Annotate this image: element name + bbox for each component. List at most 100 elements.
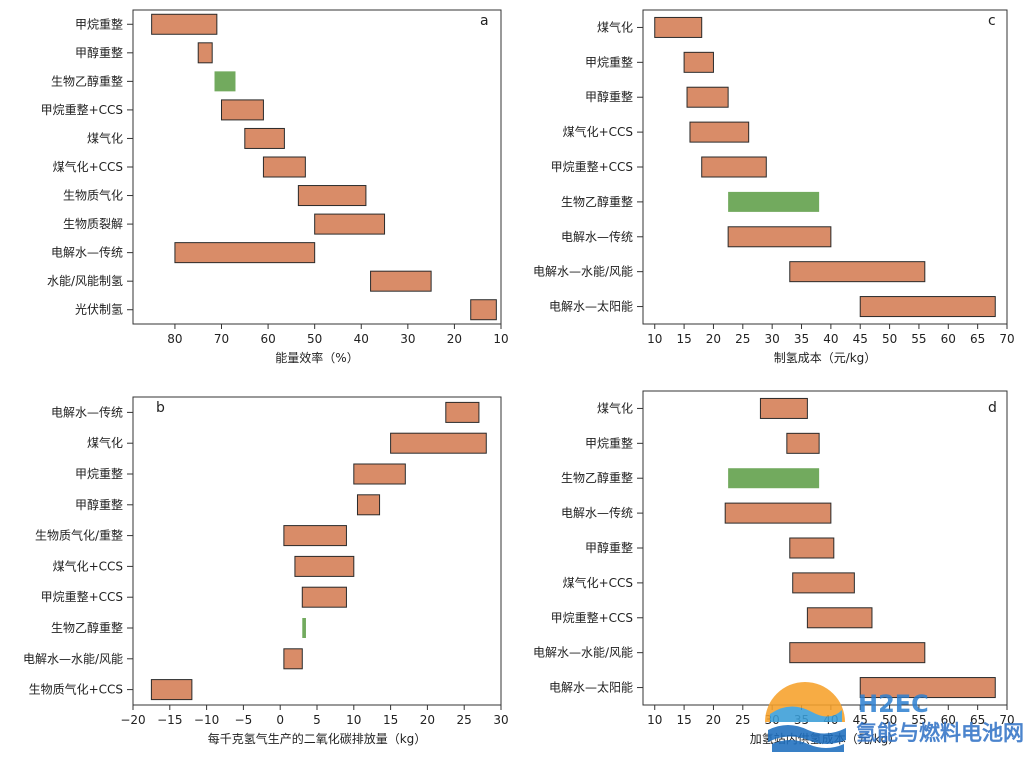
x-tick-label: 0 [276,713,284,727]
category-label: 水能/风能制氢 [47,273,123,288]
plot-frame [132,9,502,325]
bar [244,127,285,149]
category-label: 生物质气化 [63,188,123,203]
bar [470,299,497,321]
x-axis-title: 加氢站内供氢成本（元/kg） [750,731,901,746]
category-label: 生物质气化/重整 [35,528,123,543]
category-label: 煤气化+CCS [53,159,123,174]
x-tick-label: 50 [307,332,322,346]
bar [301,586,347,608]
bar [724,502,832,524]
bar [150,679,193,701]
category-label: 甲烷重整+CCS [551,159,633,174]
x-tick-label: 25 [735,332,750,346]
category-label: 甲烷重整 [75,16,123,31]
x-tick-label: 15 [676,332,691,346]
panel-letter: d [988,400,997,416]
x-tick-label: 10 [493,332,508,346]
category-label: 甲烷重整+CCS [41,102,123,117]
x-tick-label: 50 [882,713,897,727]
bar [197,42,213,64]
x-tick-label: 10 [647,332,662,346]
x-tick-label: 10 [647,713,662,727]
category-label: 电解水—太阳能 [549,680,633,695]
bar [221,99,264,121]
x-tick-label: 5 [313,713,321,727]
x-tick-label: 45 [853,332,868,346]
category-label: 电解水—传统 [561,505,633,520]
category-label: 电解水—太阳能 [549,299,633,314]
bar [262,156,306,178]
bar [806,607,873,629]
x-tick-label: 40 [823,713,838,727]
chart-panel-d: d 10 15 20 25 30 35 40 45 50 55 60 65 70 加氢站内供氢成本（元/kg… [533,390,1015,746]
chart-panel-a: a 80 70 60 50 40 30 20 10 能量效率（%） 甲烷重整甲醇重整生物乙醇重整甲烷… [41,9,509,365]
x-tick-label: 20 [447,332,462,346]
bar [789,537,835,559]
bar [789,261,926,283]
chart-panel-b: b −20 −15 −10 −5 0 5 10 15 20 25 30 每千克氢气生产的二氧化碳排放量（… [23,396,509,746]
category-label: 甲烷重整 [585,435,633,450]
bar [654,16,703,38]
bar [759,397,808,419]
x-tick-label: 70 [999,713,1014,727]
x-tick-label: 15 [676,713,691,727]
x-axis-title: 制氢成本（元/kg） [774,350,877,365]
bar [314,213,386,235]
x-tick-label: 20 [706,713,721,727]
x-tick-label: 80 [167,332,182,346]
panel-letter: a [480,13,489,29]
x-tick-label: 65 [970,332,985,346]
x-tick-label: 35 [794,713,809,727]
x-tick-label: −20 [120,713,145,727]
category-label: 甲醇重整 [75,45,123,60]
category-label: 煤气化 [597,400,633,415]
x-tick-label: 60 [260,332,275,346]
bar [445,401,480,423]
bar [283,648,303,670]
category-label: 电解水—传统 [51,245,123,260]
category-label: 电解水—水能/风能 [533,646,633,660]
x-tick-label: −10 [194,713,219,727]
bar [701,156,767,178]
x-tick-label: 55 [911,332,926,346]
bar-highlight [302,618,306,638]
category-label: 生物质裂解 [63,217,123,231]
category-label: 煤气化 [87,435,123,450]
category-label: 甲醇重整 [585,540,633,555]
bar [356,494,381,516]
category-label: 电解水—传统 [51,404,123,419]
x-tick-label: −15 [157,713,182,727]
category-label: 生物乙醇重整 [51,620,123,635]
bar [859,296,996,318]
bar [353,463,406,485]
x-tick-label: 30 [765,713,780,727]
x-tick-label: 45 [853,713,868,727]
bar [294,555,355,577]
bar [786,432,820,454]
category-label: 甲烷重整+CCS [41,589,123,604]
bar [789,642,926,664]
bar [370,270,432,292]
x-tick-label: 60 [941,713,956,727]
x-tick-label: 70 [214,332,229,346]
category-label: 甲烷重整 [75,466,123,481]
x-tick-label: 30 [493,713,508,727]
bar-highlight [728,468,820,489]
category-label: 煤气化+CCS [563,575,633,590]
x-tick-label: 10 [346,713,361,727]
bar [792,572,855,594]
x-tick-label: 20 [706,332,721,346]
x-tick-label: 40 [823,332,838,346]
bar [859,677,996,699]
category-label: 甲醇重整 [585,89,633,104]
bar [297,185,367,207]
category-label: 光伏制氢 [75,302,123,317]
bar [689,121,750,143]
x-tick-label: 15 [383,713,398,727]
x-tick-label: 50 [882,332,897,346]
bar-highlight [728,191,820,212]
category-label: 煤气化 [597,19,633,34]
x-tick-label: 65 [970,713,985,727]
